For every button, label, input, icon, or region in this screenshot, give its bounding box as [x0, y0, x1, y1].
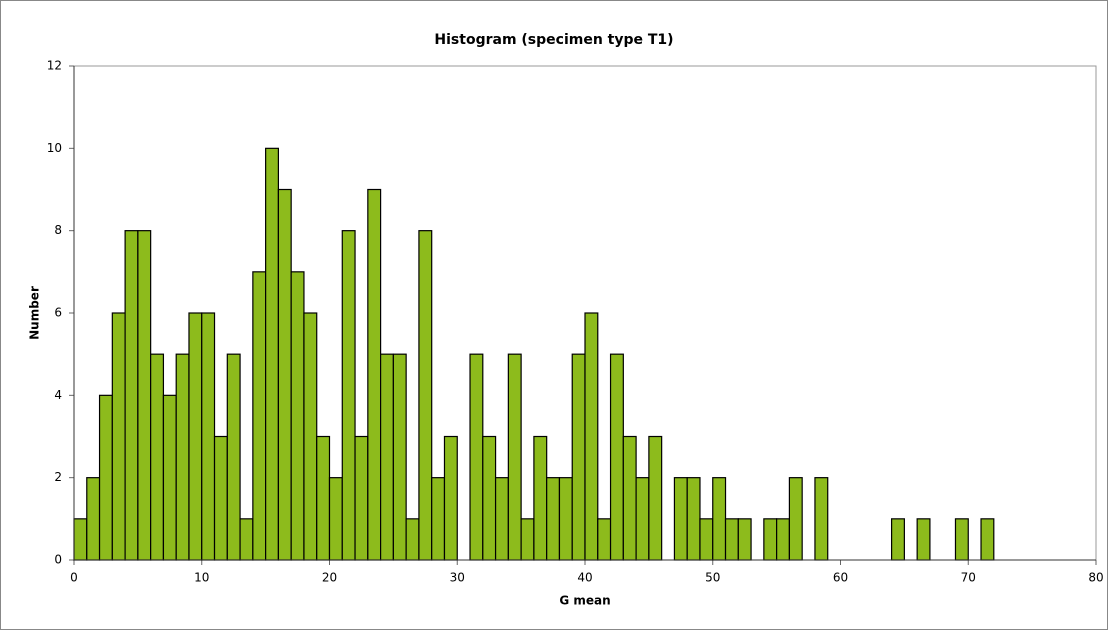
bar — [111, 312, 126, 561]
bar — [571, 353, 586, 561]
chart-title: Histogram (specimen type T1) — [434, 32, 673, 48]
bar — [597, 518, 612, 561]
bar — [776, 518, 790, 561]
bar — [814, 477, 829, 561]
bar — [316, 435, 331, 561]
bar — [916, 518, 931, 561]
bar — [418, 230, 433, 561]
bar — [405, 518, 420, 561]
bar — [175, 353, 190, 561]
bar — [226, 353, 241, 561]
bar — [201, 312, 216, 561]
bar — [239, 518, 254, 561]
bar — [546, 477, 561, 561]
bar — [648, 435, 663, 561]
bar — [763, 518, 778, 561]
y-tick-label: 0 — [54, 553, 62, 567]
bar — [673, 477, 688, 561]
bar — [788, 477, 803, 561]
bar — [699, 518, 714, 561]
x-tick-label: 20 — [322, 571, 337, 585]
bar — [494, 477, 509, 561]
bar — [980, 518, 995, 561]
bar — [380, 353, 394, 561]
bar — [354, 435, 369, 561]
x-tick-label: 70 — [961, 571, 976, 585]
bar — [482, 435, 497, 561]
x-tick-label: 80 — [1088, 571, 1103, 585]
bar — [98, 394, 113, 561]
y-tick-label: 4 — [54, 388, 62, 402]
y-tick-label: 8 — [54, 223, 62, 237]
x-tick-label: 30 — [450, 571, 465, 585]
bar — [277, 188, 292, 561]
x-tick-label: 0 — [70, 571, 78, 585]
bar — [162, 394, 177, 561]
bar — [737, 518, 752, 561]
bar — [622, 435, 637, 561]
x-tick-label: 50 — [705, 571, 720, 585]
y-axis-title: Number — [28, 286, 42, 340]
bar — [609, 353, 624, 561]
bar — [443, 435, 458, 561]
bar — [890, 518, 905, 561]
y-tick-label: 12 — [47, 59, 62, 73]
bar — [558, 477, 573, 561]
bar — [188, 312, 203, 561]
bar — [635, 477, 650, 561]
bar — [290, 271, 305, 561]
bar — [584, 312, 599, 561]
bar — [469, 353, 484, 561]
bar — [712, 477, 727, 561]
bar — [367, 188, 382, 561]
bar — [265, 147, 279, 561]
x-tick-label: 60 — [833, 571, 848, 585]
bar — [150, 353, 165, 561]
bar — [252, 271, 267, 561]
bar — [124, 230, 139, 561]
bar — [520, 518, 535, 561]
bar — [533, 435, 548, 561]
x-tick-label: 10 — [194, 571, 209, 585]
bar — [137, 230, 152, 561]
bar — [73, 518, 88, 561]
y-tick-label: 6 — [54, 306, 62, 320]
y-tick-label: 2 — [54, 470, 62, 484]
bar — [954, 518, 969, 561]
bar — [431, 477, 446, 561]
bar — [328, 477, 343, 561]
bar — [86, 477, 101, 561]
bar — [724, 518, 739, 561]
bar — [341, 230, 356, 561]
bar — [392, 353, 407, 561]
x-axis-title: G mean — [559, 594, 610, 608]
bar — [303, 312, 318, 561]
y-tick-label: 10 — [47, 141, 62, 155]
bar — [686, 477, 701, 561]
bar — [213, 435, 228, 561]
x-tick-label: 40 — [577, 571, 592, 585]
bar — [507, 353, 522, 561]
